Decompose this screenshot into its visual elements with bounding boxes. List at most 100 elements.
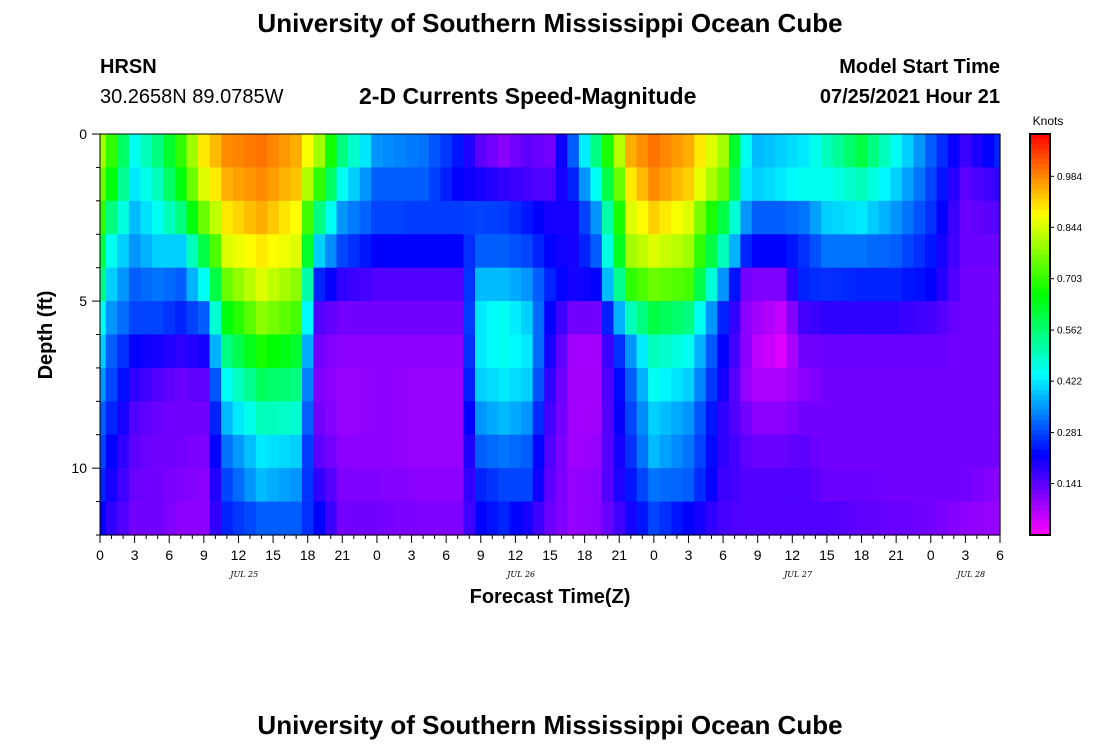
heatmap-cell [971,367,984,402]
heatmap-cell [798,134,811,169]
heatmap-cell [878,134,891,169]
heatmap-cell [417,267,430,302]
heatmap-cell [901,367,915,402]
heatmap-cell [659,134,672,169]
heatmap-cell [578,401,591,436]
plot-title: 2-D Currents Speed-Magnitude [359,83,697,109]
heatmap-cell [440,267,453,302]
heatmap-cell [625,468,638,503]
heatmap-cell [705,134,718,169]
heatmap-cell [221,367,234,402]
heatmap-cell [844,301,857,336]
heatmap-cell [336,167,349,202]
heatmap-cell [613,200,626,235]
x-tick-label: 15 [819,547,835,563]
heatmap-cell [751,234,765,269]
colorbar-swatch [1030,299,1050,306]
heatmap-cell [994,200,1001,235]
heatmap-cell [221,234,234,269]
date-label: JUL 27 [782,570,813,579]
heatmap-cell [751,200,765,235]
heatmap-cell [151,234,165,269]
heatmap-cell [348,167,361,202]
heatmap-cell [140,401,153,436]
colorbar-swatch [1030,134,1050,140]
heatmap-cell [198,234,211,269]
heatmap-cell [694,234,707,269]
heatmap-cell [555,134,568,169]
colorbar-swatch [1030,379,1050,386]
heatmap-cell [382,200,395,235]
heatmap-cell [175,267,188,302]
heatmap-cell [648,167,661,202]
heatmap-cell [278,134,291,169]
heatmap-cell [382,501,395,536]
date-label: JUL 28 [955,570,985,579]
colorbar-swatch [1030,319,1050,326]
colorbar-swatch [1030,444,1050,451]
heatmap-cell [625,234,638,269]
heatmap-cell [267,200,280,235]
heatmap-cell [890,434,903,469]
heatmap-cell [498,301,511,336]
heatmap-cell [821,301,834,336]
heatmap-cell [255,267,268,302]
heatmap-cell [140,434,153,469]
heatmap-cell [590,267,603,302]
heatmap-cell [521,334,534,369]
heatmap-cell [244,167,257,202]
heatmap-cell [405,367,418,402]
heatmap-cell [994,134,1001,169]
heatmap-cell [140,301,153,336]
heatmap-cell [578,234,591,269]
heatmap-cell [821,501,834,536]
heatmap-cell [971,434,984,469]
heatmap-cell [763,401,776,436]
heatmap-cell [278,200,291,235]
heatmap-cell [255,200,268,235]
heatmap-cell [648,468,661,503]
heatmap-cell [428,267,441,302]
heatmap-cell [186,267,199,302]
heatmap-cell [682,267,695,302]
heatmap-cell [636,501,649,536]
colorbar-swatch [1030,269,1050,275]
heatmap-cell [682,401,695,436]
heatmap-cell [267,234,280,269]
heatmap-cell [451,134,465,169]
heatmap-cell [948,234,961,269]
heatmap-cell [394,401,407,436]
heatmap-cell [325,234,338,269]
heatmap-cell [717,367,730,402]
heatmap-cell [659,267,672,302]
colorbar-swatch [1030,344,1050,351]
heatmap-cell [532,367,545,402]
heatmap-cell [590,234,603,269]
heatmap-cell [451,401,465,436]
heatmap-cell [221,334,234,369]
heatmap-cell [221,267,234,302]
y-tick-label: 0 [79,126,87,142]
heatmap-cell [359,468,372,503]
colorbar-swatch [1030,199,1050,205]
heatmap-cell [982,134,995,169]
heatmap-cell [255,468,268,503]
heatmap-cell [290,134,303,169]
heatmap-cell [717,434,730,469]
heatmap-cell [221,434,234,469]
heatmap-cell [775,434,788,469]
heatmap-cell [336,267,349,302]
heatmap-cell [809,134,822,169]
heatmap-cell [313,200,326,235]
heatmap-cell [590,401,603,436]
colorbar: 0.984 0.844 0.703 0.562 0.422 0.281 0.141 [1029,133,1082,536]
heatmap-cell [982,334,995,369]
heatmap-cell [451,200,465,235]
heatmap-cell [555,301,568,336]
heatmap-cell [498,468,511,503]
heatmap-cell [325,134,338,169]
heatmap-cell [901,434,915,469]
heatmap-cell [521,434,534,469]
heatmap-cell [763,434,776,469]
heatmap-cell [936,301,949,336]
